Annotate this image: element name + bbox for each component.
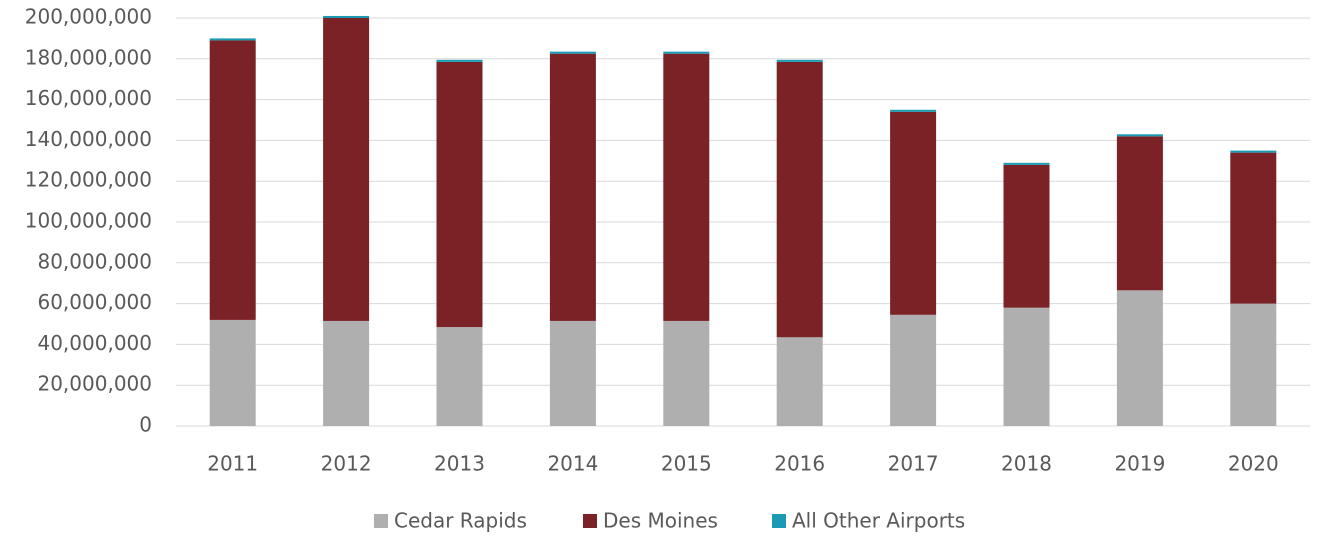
bar-segment [1003,307,1050,426]
y-tick-label: 140,000,000 [25,127,152,151]
y-tick-label: 0 [139,413,152,437]
bar-segment [209,319,256,426]
bar-segment [1230,152,1277,304]
x-tick-label: 2019 [1114,452,1165,476]
bar-segment [663,320,710,426]
bar-segment [1230,150,1277,153]
y-tick-label: 60,000,000 [37,290,152,314]
bar-segment [776,337,823,426]
bar-segment [209,40,256,320]
y-tick-label: 20,000,000 [37,372,152,396]
bar-segment [776,59,823,62]
bar-segment [1116,136,1163,291]
y-tick-label: 200,000,000 [25,5,152,29]
bar-segment [1116,290,1163,426]
x-tick-label: 2014 [547,452,598,476]
bar-segment [1003,162,1050,165]
bar-segment [776,61,823,338]
legend-swatch [772,514,786,528]
bar-segment [323,15,370,18]
bar-segment [890,111,937,315]
y-tick-label: 40,000,000 [37,331,152,355]
x-tick-label: 2012 [321,452,372,476]
legend-swatch [374,514,388,528]
bar-segment [1116,134,1163,137]
x-tick-label: 2018 [1001,452,1052,476]
x-tick-label: 2017 [888,452,939,476]
x-tick-label: 2013 [434,452,485,476]
y-tick-label: 80,000,000 [37,249,152,273]
bar-segment [436,59,483,62]
bar-segment [663,53,710,321]
x-tick-label: 2015 [661,452,712,476]
bar-segment [209,38,256,41]
x-tick-label: 2011 [207,452,258,476]
bar-segment [890,109,937,112]
x-tick-label: 2020 [1228,452,1279,476]
bar-segment [1003,164,1050,308]
bar-segment [323,320,370,426]
legend-swatch [583,514,597,528]
y-tick-label: 160,000,000 [25,86,152,110]
bar-segment [323,18,370,321]
bar-segment [549,53,596,321]
y-tick-label: 180,000,000 [25,45,152,69]
y-tick-label: 120,000,000 [25,168,152,192]
legend-label: Des Moines [603,509,718,533]
bar-segment [436,327,483,426]
bar-segment [663,51,710,54]
legend-label: Cedar Rapids [394,509,527,533]
y-tick-label: 100,000,000 [25,209,152,233]
bar-segment [549,51,596,54]
bar-segment [436,61,483,328]
bar-segment [549,320,596,426]
legend-label: All Other Airports [792,509,965,533]
bar-segment [1230,303,1277,426]
x-tick-label: 2016 [774,452,825,476]
bar-segment [890,314,937,426]
